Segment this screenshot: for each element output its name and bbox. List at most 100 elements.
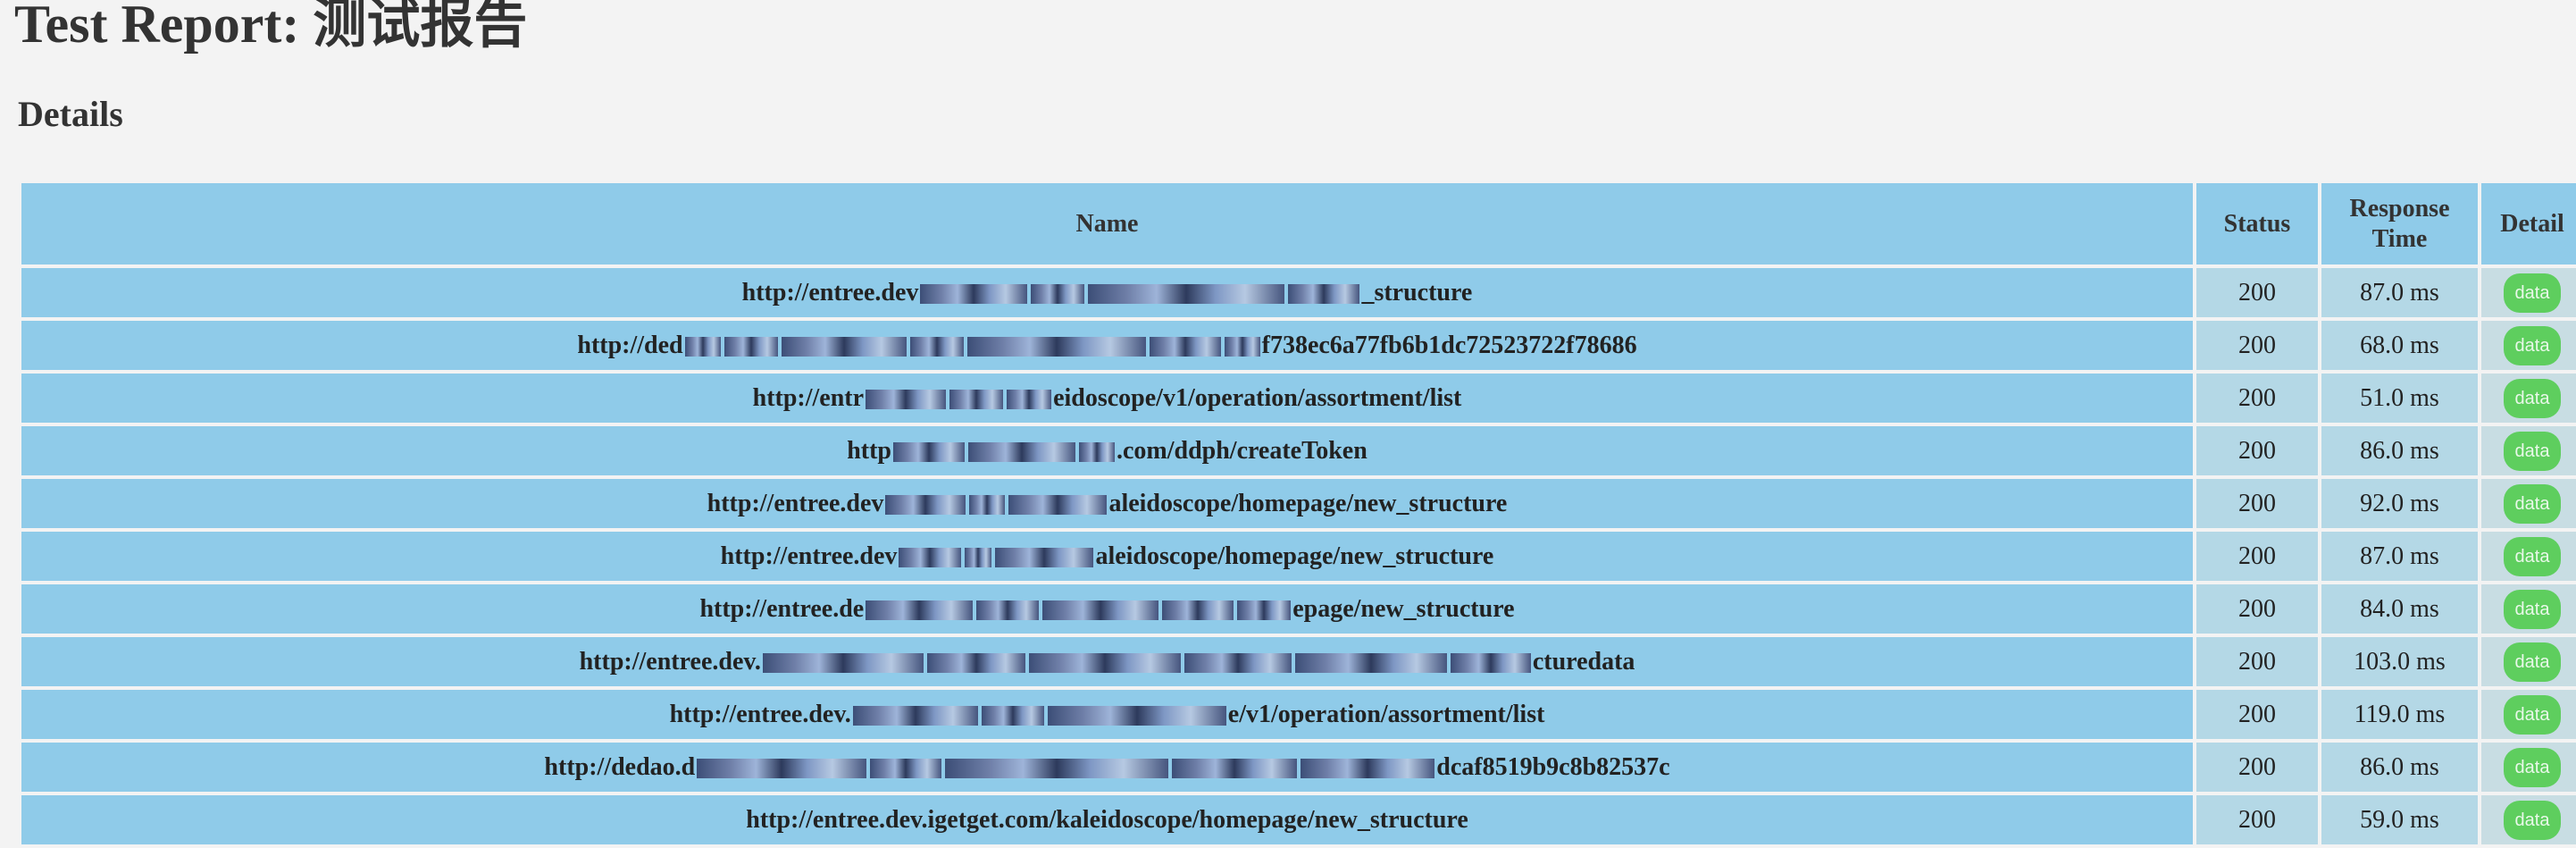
cell-name: http .com/ddph/createToken bbox=[21, 426, 2193, 475]
url-prefix: http://dedao.d bbox=[544, 752, 696, 781]
cell-status: 200 bbox=[2196, 795, 2318, 844]
url-prefix: http://entree.dev. bbox=[579, 647, 761, 676]
column-header-status[interactable]: Status bbox=[2196, 183, 2318, 264]
url-prefix: http://entree.dev. bbox=[669, 700, 851, 728]
section-heading: Details bbox=[18, 94, 123, 134]
detail-data-button[interactable]: data bbox=[2504, 694, 2561, 735]
cell-response-time: 92.0 ms bbox=[2321, 479, 2478, 528]
redacted-block bbox=[1301, 759, 1435, 779]
cell-name: http://entr eidoscope/v1/operation/assort… bbox=[21, 374, 2193, 423]
column-header-detail[interactable]: Detail bbox=[2481, 183, 2576, 264]
cell-response-time: 103.0 ms bbox=[2321, 637, 2478, 686]
cell-name: http://entree.dev.igetget.com/kaleidosco… bbox=[21, 795, 2193, 844]
redacted-block bbox=[909, 337, 964, 357]
cell-status: 200 bbox=[2196, 321, 2318, 370]
redacted-block bbox=[920, 284, 1028, 305]
url-suffix: .com/ddph/createToken bbox=[1116, 436, 1367, 465]
detail-data-button[interactable]: data bbox=[2504, 483, 2561, 524]
cell-detail: data bbox=[2481, 268, 2576, 317]
cell-name: http://entree.dev _structure bbox=[21, 268, 2193, 317]
url-suffix: epage/new_structure bbox=[1292, 594, 1515, 623]
cell-status: 200 bbox=[2196, 743, 2318, 792]
detail-data-button[interactable]: data bbox=[2504, 800, 2561, 840]
cell-name: http://dedao.d dcaf8519b9c8b82537c bbox=[21, 743, 2193, 792]
redacted-block bbox=[1288, 284, 1360, 305]
cell-response-time: 86.0 ms bbox=[2321, 743, 2478, 792]
redacted-block bbox=[1008, 495, 1108, 516]
cell-status: 200 bbox=[2196, 268, 2318, 317]
page-title: Test Report: 测试报告 bbox=[14, 0, 528, 54]
results-table: Name Status Response Time Detail http://… bbox=[18, 180, 2576, 848]
cell-response-time: 68.0 ms bbox=[2321, 321, 2478, 370]
cell-name: http://entree.dev. e/v1/operation/assortm… bbox=[21, 690, 2193, 739]
redacted-block bbox=[995, 548, 1094, 568]
url-prefix: http://entree.dev bbox=[720, 542, 898, 570]
cell-detail: data bbox=[2481, 743, 2576, 792]
url-suffix: aleidoscope/homepage/new_structure bbox=[1108, 489, 1508, 517]
cell-response-time: 86.0 ms bbox=[2321, 426, 2478, 475]
url-prefix: http://ded bbox=[577, 331, 683, 359]
url-suffix: _structure bbox=[1361, 278, 1473, 306]
redacted-block bbox=[965, 548, 992, 568]
redacted-block bbox=[870, 759, 942, 779]
redacted-block bbox=[1088, 284, 1285, 305]
redacted-block bbox=[981, 706, 1044, 726]
detail-data-button[interactable]: data bbox=[2504, 273, 2561, 313]
cell-name: http://entree.de epage/new_structure bbox=[21, 584, 2193, 634]
table-row: http://entree.dev. e/v1/operation/assortm… bbox=[21, 690, 2576, 739]
redacted-block bbox=[723, 337, 778, 357]
cell-name: http://entree.dev aleidoscope/homepage/ne… bbox=[21, 479, 2193, 528]
redacted-block bbox=[1028, 653, 1181, 674]
redacted-block bbox=[1162, 600, 1234, 621]
table-row: http://entree.dev. cturedata 200 103.0 ms da… bbox=[21, 637, 2576, 686]
cell-status: 200 bbox=[2196, 532, 2318, 581]
cell-name: http://ded f738ec6a77fb6b1dc72523722f7868… bbox=[21, 321, 2193, 370]
redacted-block bbox=[976, 600, 1040, 621]
column-header-name[interactable]: Name bbox=[21, 183, 2193, 264]
table-header-row: Name Status Response Time Detail bbox=[21, 183, 2576, 264]
url-prefix: http://entree.dev bbox=[741, 278, 919, 306]
url-suffix: aleidoscope/homepage/new_structure bbox=[1095, 542, 1494, 570]
url-prefix: http://entree.dev.igetget.com/kaleidosco… bbox=[746, 805, 1468, 834]
table-row: http://entree.dev aleidoscope/homepage/ne… bbox=[21, 479, 2576, 528]
cell-response-time: 59.0 ms bbox=[2321, 795, 2478, 844]
redacted-block bbox=[967, 442, 1075, 463]
cell-detail: data bbox=[2481, 426, 2576, 475]
table-row: http://entree.dev _structure 200 87.0 ms dat… bbox=[21, 268, 2576, 317]
redacted-block bbox=[762, 653, 924, 674]
table-row: http://entree.dev.igetget.com/kaleidosco… bbox=[21, 795, 2576, 844]
detail-data-button[interactable]: data bbox=[2504, 747, 2561, 787]
detail-data-button[interactable]: data bbox=[2504, 431, 2561, 471]
cell-status: 200 bbox=[2196, 374, 2318, 423]
detail-data-button[interactable]: data bbox=[2504, 378, 2561, 418]
detail-data-button[interactable]: data bbox=[2504, 589, 2561, 629]
cell-detail: data bbox=[2481, 690, 2576, 739]
redacted-block bbox=[1224, 337, 1260, 357]
table-row: http://entr eidoscope/v1/operation/assort… bbox=[21, 374, 2576, 423]
cell-status: 200 bbox=[2196, 479, 2318, 528]
cell-status: 200 bbox=[2196, 426, 2318, 475]
detail-data-button[interactable]: data bbox=[2504, 325, 2561, 365]
redacted-block bbox=[892, 442, 965, 463]
table-row: http://ded f738ec6a77fb6b1dc72523722f7868… bbox=[21, 321, 2576, 370]
redacted-block bbox=[1149, 337, 1221, 357]
table-row: http://entree.dev aleidoscope/homepage/ne… bbox=[21, 532, 2576, 581]
detail-data-button[interactable]: data bbox=[2504, 536, 2561, 576]
redacted-block bbox=[899, 548, 962, 568]
redacted-block bbox=[1042, 600, 1159, 621]
redacted-block bbox=[866, 600, 974, 621]
redacted-block bbox=[945, 759, 1169, 779]
cell-detail: data bbox=[2481, 584, 2576, 634]
redacted-block bbox=[949, 390, 1004, 410]
detail-data-button[interactable]: data bbox=[2504, 642, 2561, 682]
cell-detail: data bbox=[2481, 321, 2576, 370]
cell-response-time: 87.0 ms bbox=[2321, 268, 2478, 317]
url-prefix: http://entree.dev bbox=[707, 489, 884, 517]
column-header-response-time[interactable]: Response Time bbox=[2321, 183, 2478, 264]
table-row: http .com/ddph/createToken 200 86.0 ms data bbox=[21, 426, 2576, 475]
redacted-block bbox=[697, 759, 867, 779]
redacted-block bbox=[866, 390, 947, 410]
table-body: http://entree.dev _structure 200 87.0 ms dat… bbox=[21, 268, 2576, 844]
redacted-block bbox=[1237, 600, 1292, 621]
url-suffix: dcaf8519b9c8b82537c bbox=[1436, 752, 1670, 781]
